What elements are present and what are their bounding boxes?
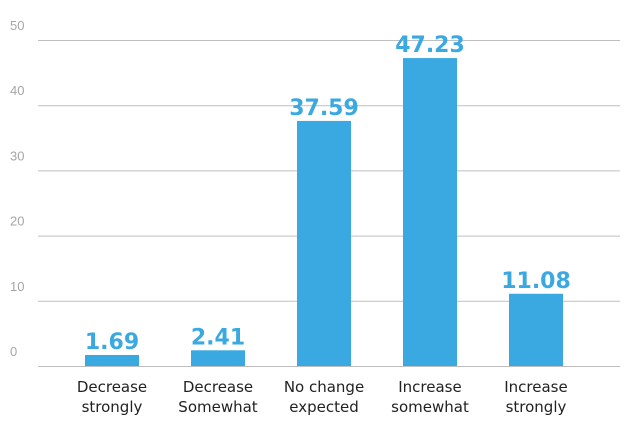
bar-5 <box>509 293 563 366</box>
bars <box>85 58 563 367</box>
category-label-line: Decrease <box>77 378 147 396</box>
category-label-1: Decrease strongly <box>77 378 147 416</box>
data-label-4: 47.23 <box>395 33 465 58</box>
category-label-5: Increase strongly <box>504 378 567 416</box>
bar-2 <box>191 350 245 366</box>
y-tick-label-30: 30 <box>10 148 24 163</box>
category-label-2: Decrease Somewhat <box>178 378 258 416</box>
data-label-2: 2.41 <box>191 325 245 350</box>
category-label-3: No change expected <box>284 378 364 416</box>
bar-3 <box>297 120 351 366</box>
bar-4 <box>403 58 457 367</box>
data-labels: 1.69 2.41 37.59 47.23 11.08 <box>85 33 571 355</box>
category-label-line: Increase <box>398 378 461 396</box>
data-label-1: 1.69 <box>85 330 139 355</box>
y-tick-label-0: 0 <box>10 344 17 359</box>
y-axis-tick-labels: 0 10 20 30 40 50 <box>10 18 24 359</box>
category-label-4: Increase somewhat <box>391 378 469 416</box>
category-label-line: somewhat <box>391 398 469 416</box>
category-label-line: No change <box>284 378 364 396</box>
category-label-line: Increase <box>504 378 567 396</box>
category-label-line: Somewhat <box>178 398 258 416</box>
y-tick-label-50: 50 <box>10 18 24 33</box>
x-axis-category-labels: Decrease strongly Decrease Somewhat No chang… <box>77 378 568 416</box>
data-label-3: 37.59 <box>289 96 359 121</box>
y-tick-label-20: 20 <box>10 214 24 229</box>
y-tick-label-40: 40 <box>10 83 24 98</box>
data-label-5: 11.08 <box>501 269 571 294</box>
category-label-line: expected <box>289 398 358 416</box>
category-label-line: strongly <box>82 398 143 416</box>
y-tick-label-10: 10 <box>10 279 24 294</box>
category-label-line: strongly <box>506 398 567 416</box>
bar-1 <box>85 354 139 366</box>
category-label-line: Decrease <box>183 378 253 396</box>
